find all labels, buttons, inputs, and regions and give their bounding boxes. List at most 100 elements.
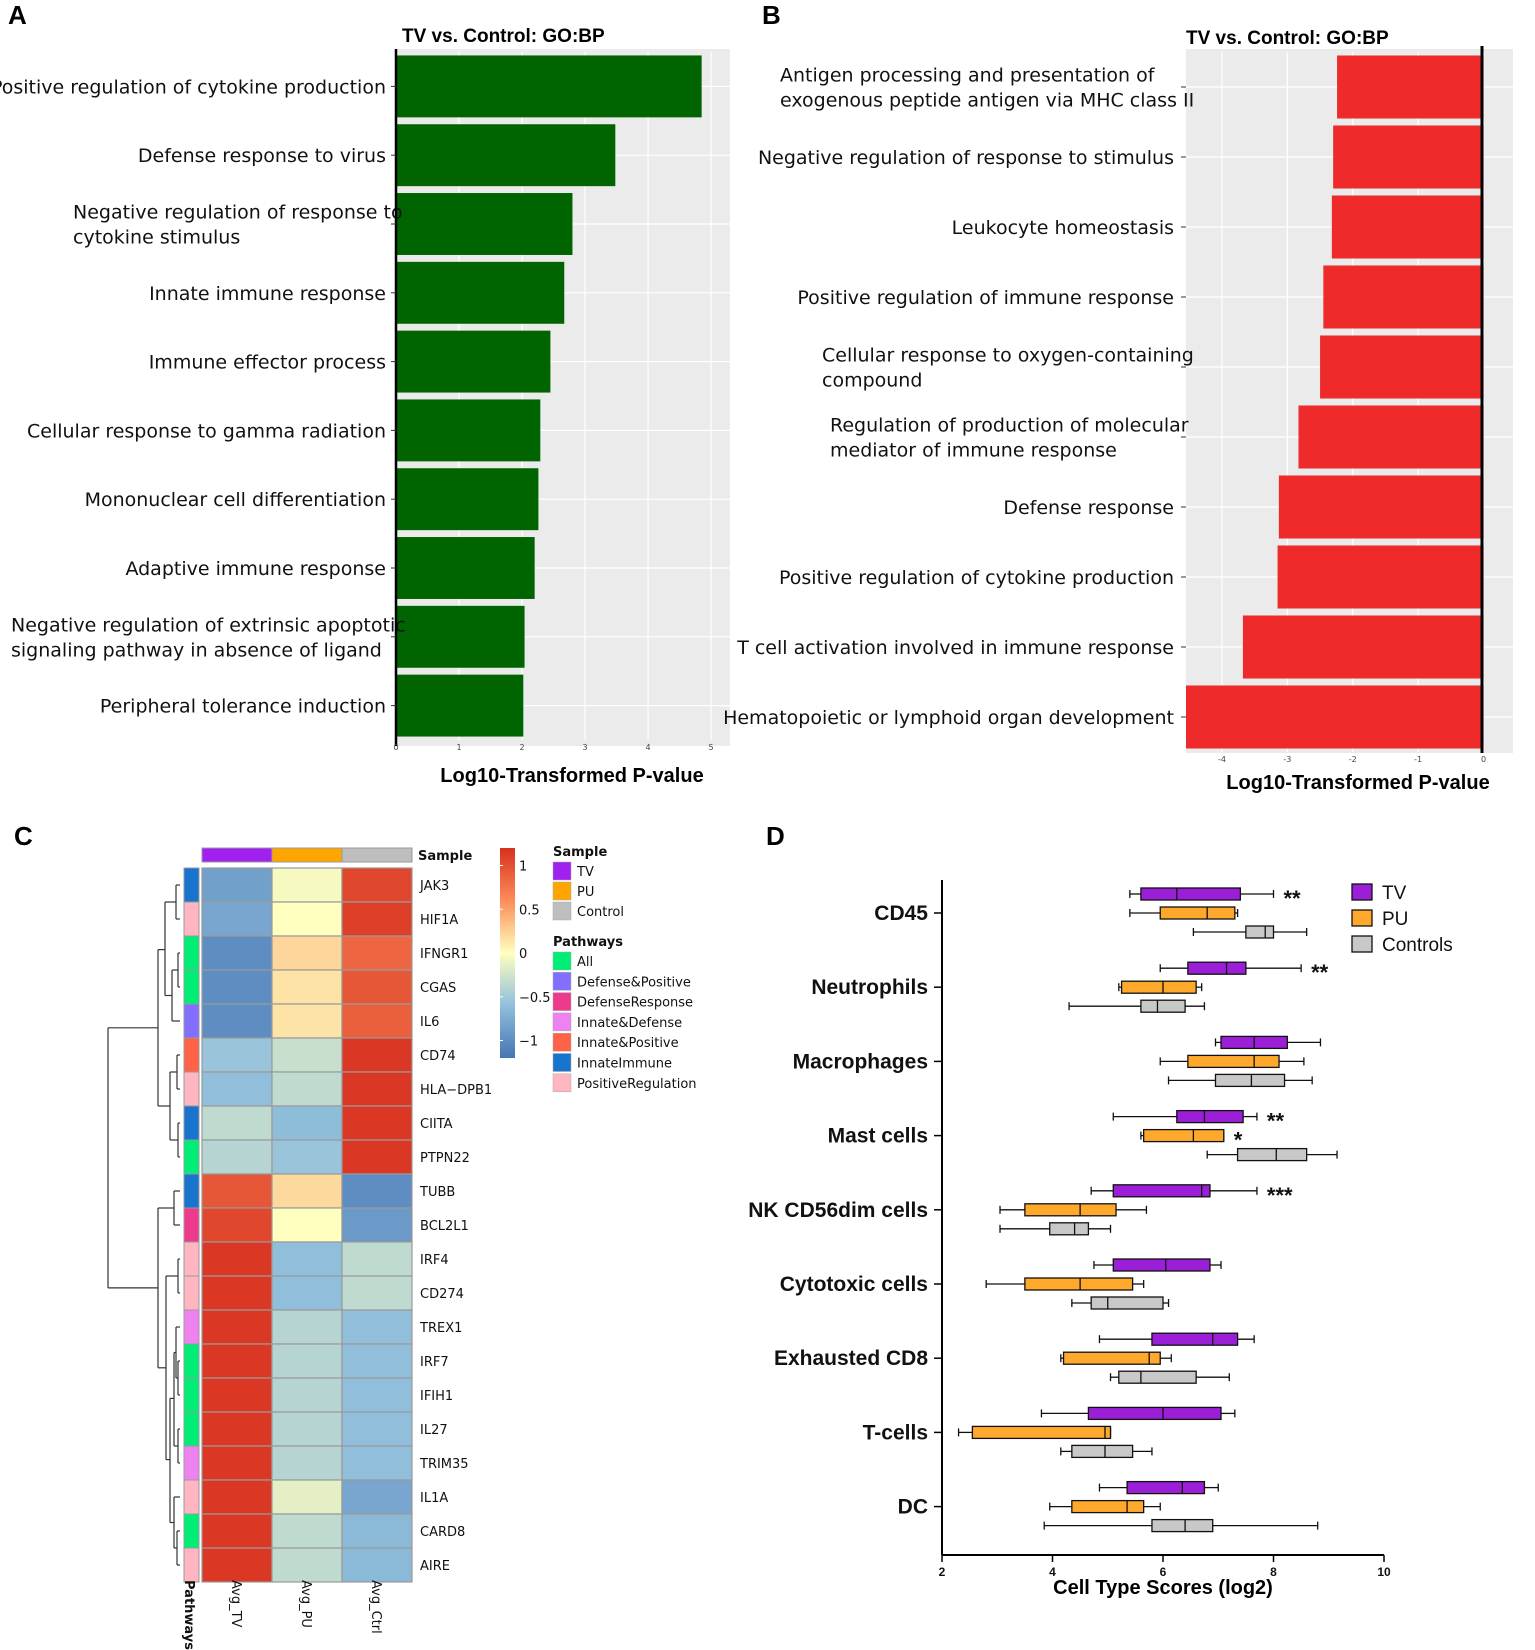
bar: [396, 261, 565, 324]
category-label: compound: [822, 370, 922, 392]
box: [1118, 1370, 1197, 1384]
legend-swatch: [552, 951, 572, 971]
category-label: Cellular response to gamma radiation: [27, 420, 386, 442]
legend-label: PositiveRegulation: [577, 1077, 697, 1092]
category-label: Hematopoietic or lymphoid organ developm…: [723, 707, 1174, 729]
category-label: Negative regulation of extrinsic apoptot…: [11, 614, 406, 636]
scale-tick-label: −1: [519, 1035, 538, 1050]
box: [1126, 1480, 1206, 1495]
category-labels: CD45 Neutrophils Macrophages Mast cells NK C…: [748, 902, 942, 1519]
category-label: Positive regulation of cytokine producti…: [0, 76, 386, 98]
bar: [1278, 475, 1484, 539]
heatmap-cell: [341, 1275, 413, 1311]
row-label: CIITA: [420, 1117, 453, 1132]
pathway-annotation-cell: [183, 969, 200, 1005]
heatmap-cell: [341, 1241, 413, 1277]
bar: [1186, 685, 1484, 749]
box: [1159, 906, 1236, 920]
sample-annotation-cell: [271, 847, 343, 863]
pathway-annotation-cell: [183, 901, 200, 937]
pathway-annotation-cell: [183, 1105, 200, 1141]
heatmap-cell: [271, 1105, 343, 1141]
row-dendrogram: [107, 884, 180, 1566]
sample-legend-title: Sample: [553, 845, 607, 860]
box: [1176, 1109, 1244, 1124]
x-axis-label: Cell Type Scores (log2): [1053, 1577, 1273, 1599]
legend-swatch: [552, 861, 572, 881]
category-label: Positive regulation of immune response: [797, 287, 1174, 309]
category-label: Peripheral tolerance induction: [100, 696, 386, 718]
row-label: IL27: [420, 1423, 448, 1438]
legend-label: TV: [1382, 883, 1407, 904]
legend-label: Innate&Positive: [577, 1036, 679, 1051]
legend-swatch: [552, 972, 572, 991]
sample-annotation-title: Sample: [418, 849, 472, 864]
box: [1049, 1222, 1090, 1236]
category-label: Macrophages: [793, 1050, 928, 1073]
pathway-annotation-cell: [183, 1275, 200, 1311]
significance-mark: **: [1284, 886, 1302, 911]
heatmap-cell: [341, 969, 413, 1005]
row-label: HLA−DPB1: [420, 1083, 492, 1098]
row-label: CD274: [420, 1287, 464, 1302]
category-label: Positive regulation of cytokine producti…: [779, 567, 1174, 589]
category-label: Adaptive immune response: [125, 558, 386, 580]
pathway-annotation-cell: [183, 1071, 200, 1107]
heatmap-cell: [271, 1207, 343, 1243]
x-tick-label: 8: [1270, 1565, 1277, 1579]
heatmap-cell: [271, 867, 343, 903]
category-label: mediator of immune response: [830, 440, 1117, 462]
sample-legend: Sample TV PU Control: [552, 845, 624, 921]
significance-mark: ***: [1267, 1183, 1293, 1208]
heatmap-cell: [201, 1377, 273, 1413]
row-label: BCL2L1: [420, 1219, 469, 1234]
bar: [396, 124, 616, 187]
row-label: IL6: [420, 1015, 439, 1030]
x-tick-label: 6: [1160, 1565, 1167, 1579]
legend-label: TV: [576, 865, 594, 880]
heatmap-cell: [341, 1445, 413, 1481]
x-ticks: -4 -3 -2 -1 0: [1181, 86, 1486, 764]
x-axis-label: Log10-Transformed P-value: [440, 765, 703, 787]
chart-title: TV vs. Control: GO:BP: [402, 26, 605, 47]
heatmap-cell: [201, 1139, 273, 1175]
heatmap-cell: [341, 1037, 413, 1073]
box: [1087, 1406, 1222, 1421]
box-legend: TV PU Controls: [1351, 883, 1453, 956]
row-label: CARD8: [420, 1525, 465, 1540]
pathways-legend: Pathways All Defense&Positive DefenseRespon…: [552, 935, 697, 1093]
box: [1214, 1073, 1286, 1088]
heatmap-cell: [201, 1207, 273, 1243]
pathway-annotation-cell: [183, 1309, 200, 1345]
bars: Positive regulation of cytokine producti…: [0, 55, 702, 737]
heatmap-cell: [341, 1003, 413, 1039]
row-label: HIF1A: [420, 913, 458, 928]
bar: [1320, 335, 1484, 399]
heatmap-cell: [341, 1105, 413, 1141]
category-label: Negative regulation of response to stimu…: [758, 147, 1174, 169]
heatmap-cell: [201, 1479, 273, 1515]
pathway-annotation-cell: [183, 1343, 200, 1379]
legend-swatch: [552, 992, 572, 1011]
pathway-annotation-cell: [183, 1479, 200, 1515]
pathway-annotation-cell: [183, 1003, 200, 1039]
x-tick-label: 3: [583, 743, 588, 752]
box: [1024, 1203, 1117, 1217]
category-label: Antigen processing and presentation of: [780, 65, 1156, 87]
row-label: IRF7: [420, 1355, 449, 1370]
box: [1071, 1499, 1145, 1514]
pathway-annotation-cell: [183, 1173, 200, 1209]
heatmap-cell: [271, 1343, 343, 1379]
x-tick-label: 5: [709, 743, 714, 752]
row-label: AIRE: [420, 1559, 450, 1574]
pathways-legend-title: Pathways: [553, 935, 623, 950]
legend-label: Innate&Defense: [577, 1016, 682, 1031]
heatmap-cell: [341, 1207, 413, 1243]
category-label: Negative regulation of response to: [73, 202, 403, 224]
heatmap-cell: [341, 1139, 413, 1175]
x-tick-label: 0: [393, 743, 398, 752]
legend-swatch: [1351, 883, 1373, 901]
panel-label-d: D: [766, 821, 785, 851]
color-scale-bar: [500, 848, 515, 1058]
